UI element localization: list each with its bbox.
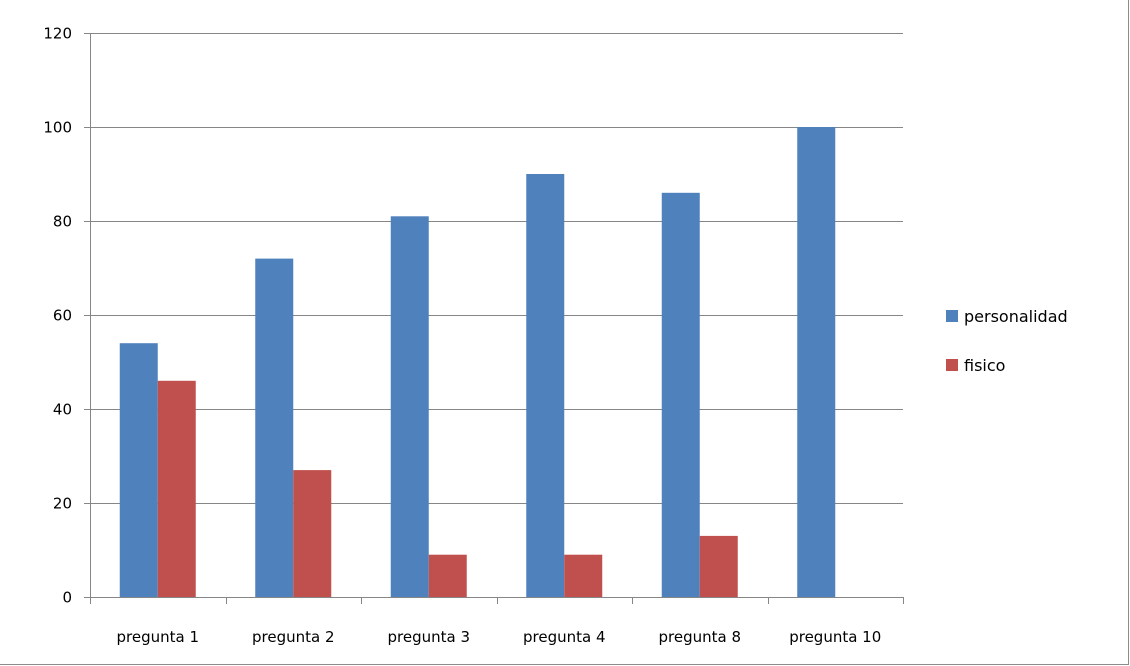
bar-personalidad-5 xyxy=(661,192,700,598)
x-tick-label: pregunta 4 xyxy=(523,628,606,646)
y-tick-label: 80 xyxy=(53,213,72,231)
legend-label-personalidad: personalidad xyxy=(964,307,1068,326)
bar-personalidad-2 xyxy=(255,258,294,597)
gridlines xyxy=(90,33,903,504)
legend-swatch-personalidad xyxy=(946,310,958,322)
y-tick-label: 60 xyxy=(53,307,72,325)
bar-fisico-5 xyxy=(699,535,738,597)
bar-personalidad-6 xyxy=(797,127,836,597)
x-tick-label: pregunta 3 xyxy=(387,628,470,646)
bar-personalidad-4 xyxy=(526,174,565,597)
bars xyxy=(119,127,836,598)
x-tick-label: pregunta 8 xyxy=(658,628,741,646)
x-tick-label: pregunta 10 xyxy=(789,628,881,646)
legend: personalidad fisico xyxy=(946,307,1068,375)
bar-personalidad-3 xyxy=(390,216,429,598)
y-tick-label: 0 xyxy=(62,589,72,607)
bar-fisico-1 xyxy=(157,380,196,597)
bar-fisico-2 xyxy=(293,470,332,597)
bar-fisico-4 xyxy=(564,554,603,597)
x-tick-label: pregunta 1 xyxy=(116,628,199,646)
legend-swatch-fisico xyxy=(946,359,958,371)
x-tick-label: pregunta 2 xyxy=(252,628,335,646)
bar-fisico-3 xyxy=(428,554,467,597)
legend-label-fisico: fisico xyxy=(964,356,1005,375)
bar-personalidad-1 xyxy=(119,343,158,597)
y-tick-label: 20 xyxy=(53,495,72,513)
y-tick-label: 100 xyxy=(43,119,72,137)
axes: 0 20 40 60 80 100 120 pregunta 1 pregunta 2 pregu… xyxy=(43,25,904,646)
y-tick-label: 120 xyxy=(43,25,72,43)
y-tick-label: 40 xyxy=(53,401,72,419)
